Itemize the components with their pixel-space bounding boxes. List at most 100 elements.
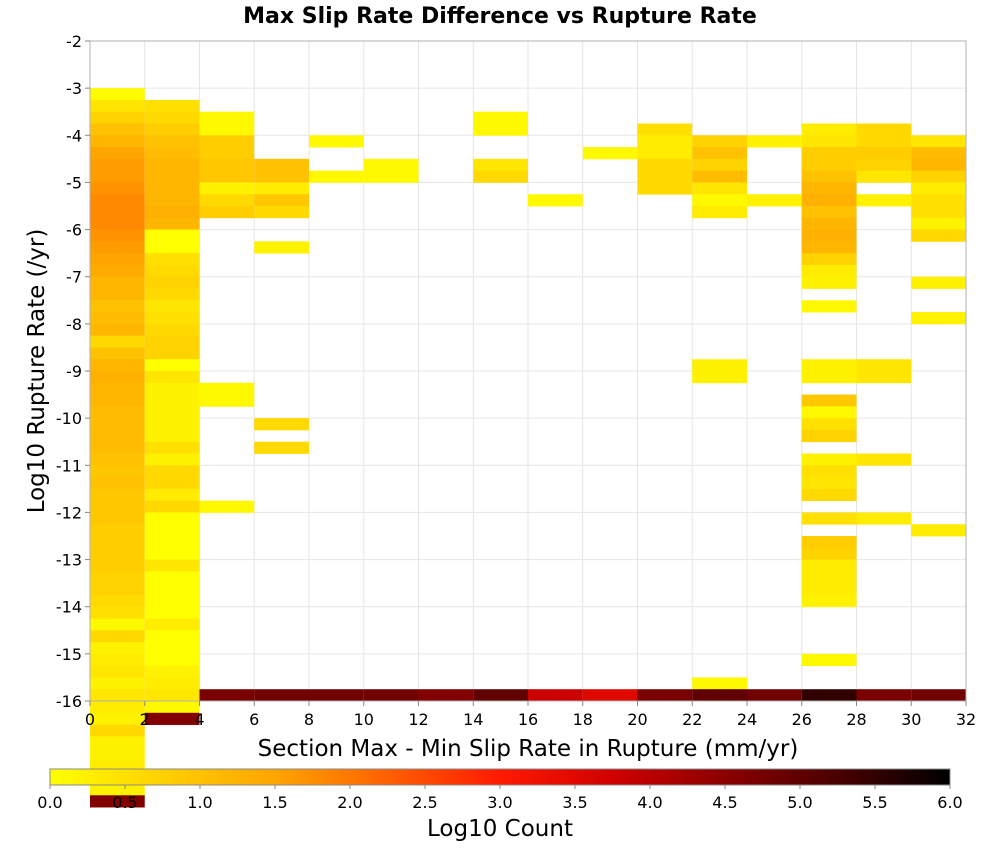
heatmap-cell bbox=[144, 371, 200, 384]
heatmap-cell bbox=[911, 217, 966, 230]
y-tick-label: -10 bbox=[56, 409, 82, 428]
colorbar-tick-label: 3.5 bbox=[562, 793, 587, 812]
heatmap-cell bbox=[90, 559, 145, 572]
heatmap-cell bbox=[582, 147, 638, 160]
heatmap-cell bbox=[144, 229, 200, 242]
heatmap-cell bbox=[90, 418, 145, 431]
heatmap-cell bbox=[637, 135, 693, 148]
heatmap-cell bbox=[144, 618, 200, 631]
heatmap-cell bbox=[199, 158, 255, 172]
heatmap-cell bbox=[801, 206, 857, 219]
heatmap-cell bbox=[801, 594, 857, 608]
heatmap-cell bbox=[801, 418, 857, 431]
heatmap-cell bbox=[363, 689, 419, 702]
heatmap-cell bbox=[144, 288, 200, 301]
heatmap-cell bbox=[144, 335, 200, 348]
heatmap-cell bbox=[90, 111, 145, 124]
heatmap-cell bbox=[90, 453, 145, 466]
heatmap-cell bbox=[90, 253, 145, 266]
heatmap-cell bbox=[144, 406, 200, 419]
heatmap-cell bbox=[801, 264, 857, 278]
heatmap-cell bbox=[90, 264, 145, 278]
colorbar bbox=[49, 768, 951, 786]
heatmap-cell bbox=[144, 264, 200, 278]
heatmap-cell bbox=[254, 206, 309, 219]
heatmap-cell bbox=[801, 429, 857, 443]
heatmap-cell bbox=[801, 583, 857, 596]
heatmap-cell bbox=[90, 606, 145, 619]
heatmap-cell bbox=[90, 748, 145, 761]
heatmap-cell bbox=[254, 241, 309, 254]
heatmap-cell bbox=[90, 99, 145, 113]
heatmap-cell bbox=[801, 182, 857, 195]
heatmap-cell bbox=[637, 158, 693, 172]
heatmap-cell bbox=[911, 689, 966, 702]
heatmap-cell bbox=[911, 276, 966, 289]
heatmap-cell bbox=[90, 335, 145, 348]
heatmap-cell bbox=[692, 371, 747, 384]
heatmap-cell bbox=[144, 394, 200, 407]
heatmap-cell bbox=[90, 88, 145, 101]
heatmap-cell bbox=[473, 158, 528, 172]
y-tick-label: -15 bbox=[56, 645, 82, 664]
heatmap-cell bbox=[144, 583, 200, 596]
heatmap-cell bbox=[144, 559, 200, 572]
y-tick-label: -16 bbox=[56, 692, 82, 711]
heatmap-cell bbox=[747, 689, 802, 702]
colorbar-tick-label: 3.0 bbox=[487, 793, 512, 812]
heatmap-cell bbox=[309, 135, 364, 148]
x-tick-label: 28 bbox=[846, 710, 866, 729]
heatmap-cell bbox=[856, 123, 912, 136]
heatmap-cell bbox=[692, 359, 747, 372]
heatmap-cell bbox=[637, 182, 693, 195]
heatmap-cell bbox=[856, 453, 912, 466]
heatmap-cell bbox=[90, 536, 145, 549]
colorbar-tick-label: 1.5 bbox=[262, 793, 287, 812]
heatmap-cell bbox=[856, 359, 912, 372]
heatmap-cell bbox=[856, 147, 912, 160]
heatmap-cell bbox=[90, 477, 145, 490]
y-axis-label: Log10 Rupture Rate (/yr) bbox=[24, 229, 50, 514]
y-tick-label: -14 bbox=[56, 598, 82, 617]
heatmap-cell bbox=[801, 300, 857, 313]
heatmap-cell bbox=[692, 677, 747, 690]
heatmap-cell bbox=[90, 630, 145, 643]
heatmap-cell bbox=[90, 736, 145, 749]
heatmap-cell bbox=[144, 712, 200, 725]
heatmap-cell bbox=[90, 300, 145, 313]
chart-title: Max Slip Rate Difference vs Rupture Rate bbox=[243, 4, 757, 29]
heatmap-cell bbox=[144, 630, 200, 643]
heatmap-cell bbox=[144, 300, 200, 313]
heatmap-cell bbox=[90, 618, 145, 631]
heatmap-cell bbox=[911, 135, 966, 148]
y-tick-label: -2 bbox=[66, 32, 82, 51]
heatmap-cell bbox=[254, 689, 309, 702]
heatmap-cell bbox=[856, 135, 912, 148]
heatmap-cell bbox=[199, 147, 255, 160]
heatmap-cell bbox=[801, 217, 857, 230]
heatmap-cell bbox=[692, 147, 747, 160]
y-tick-label: -6 bbox=[66, 221, 82, 240]
heatmap-cell bbox=[856, 371, 912, 384]
heatmap-cell bbox=[199, 194, 255, 207]
heatmap-cell bbox=[692, 194, 747, 207]
heatmap-cell bbox=[144, 182, 200, 195]
heatmap-cell bbox=[90, 217, 145, 230]
heatmap-cell bbox=[90, 677, 145, 690]
x-tick-label: 12 bbox=[408, 710, 428, 729]
heatmap-cell bbox=[144, 429, 200, 443]
heatmap-cell bbox=[90, 724, 145, 737]
heatmap-cell bbox=[144, 382, 200, 395]
heatmap-cell bbox=[199, 689, 255, 702]
heatmap-cell bbox=[254, 194, 309, 207]
heatmap-cell bbox=[747, 135, 802, 148]
heatmap-cell bbox=[144, 571, 200, 584]
y-tick-label: -11 bbox=[56, 456, 82, 475]
heatmap-cell bbox=[90, 701, 145, 714]
heatmap-cell bbox=[856, 512, 912, 525]
heatmap-cell bbox=[582, 689, 638, 702]
heatmap-cell bbox=[692, 182, 747, 195]
x-axis-ticks: 0 2 4 6 8 10 12 14 16 18 20 22 24 26 28 30 32 bbox=[85, 701, 976, 729]
heatmap-cell bbox=[801, 229, 857, 242]
heatmap-cell bbox=[90, 795, 145, 808]
